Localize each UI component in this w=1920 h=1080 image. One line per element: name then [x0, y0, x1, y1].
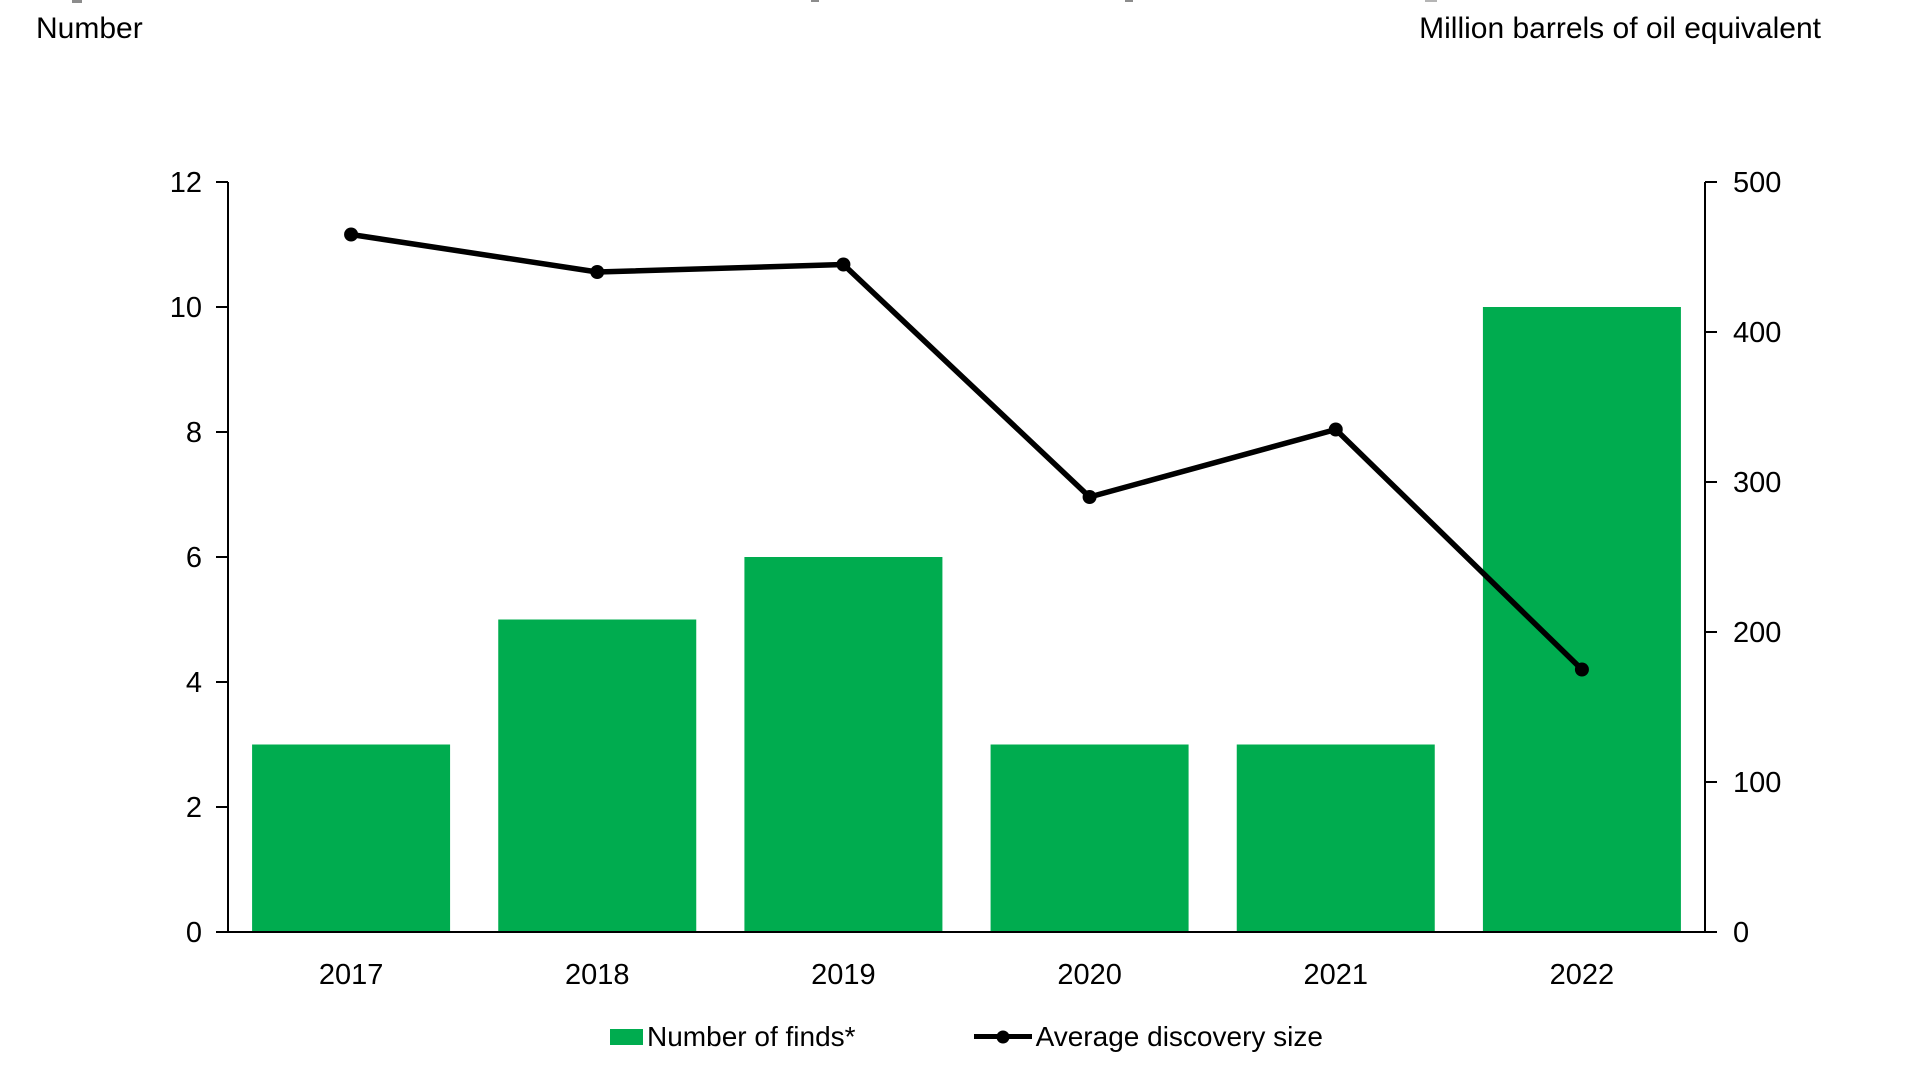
- clipped-title-fragment: [811, 0, 819, 2]
- left-axis-tick-label: 6: [186, 542, 202, 574]
- line-marker-2019: [836, 257, 851, 272]
- clipped-title-fragment: [1125, 0, 1133, 2]
- x-axis-label-2020: 2020: [1057, 959, 1122, 991]
- right-axis-unit-label: Million barrels of oil equivalent: [1419, 12, 1821, 45]
- clipped-title-fragment: [1425, 0, 1437, 2]
- bar-2020: [990, 744, 1189, 932]
- right-axis-tick-label: 500: [1733, 167, 1781, 199]
- left-axis-tick-label: 8: [186, 417, 202, 449]
- right-axis-tick-label: 400: [1733, 317, 1781, 349]
- bar-2021: [1236, 744, 1435, 932]
- x-axis-label-2019: 2019: [811, 959, 876, 991]
- left-axis-unit-label: Number: [36, 12, 143, 45]
- right-axis-tick-label: 300: [1733, 467, 1781, 499]
- left-axis-tick-label: 10: [170, 292, 202, 324]
- average-discovery-size-line: [348, 231, 1585, 673]
- bar-2017: [252, 744, 451, 932]
- line-series-swatch: [973, 1030, 1032, 1044]
- x-axis-label-2021: 2021: [1303, 959, 1368, 991]
- line-marker-2021: [1328, 422, 1343, 437]
- bar-2022: [1482, 307, 1681, 932]
- right-axis-tick-label: 200: [1733, 617, 1781, 649]
- chart-legend: Number of finds* Average discovery size: [228, 1022, 1705, 1052]
- left-axis-tick-label: 4: [186, 667, 202, 699]
- clipped-title-fragment: [72, 0, 82, 3]
- line-marker-2018: [590, 265, 605, 279]
- right-axis-tick-label: 0: [1733, 917, 1749, 949]
- legend-label-average-discovery-size: Average discovery size: [1035, 1021, 1323, 1052]
- bar-series-swatch: [610, 1029, 644, 1045]
- line-marker-2017: [344, 227, 359, 242]
- bar-2018: [498, 619, 697, 932]
- x-axis-label-2018: 2018: [565, 959, 630, 991]
- bar-2019: [744, 557, 943, 932]
- line-swatch-marker-icon: [996, 1030, 1010, 1044]
- left-axis-tick-label: 0: [186, 917, 202, 949]
- left-axis-tick-label: 12: [170, 167, 202, 199]
- right-axis-tick-label: 100: [1733, 767, 1781, 799]
- legend-item-average-discovery-size: Average discovery size: [973, 1021, 1323, 1052]
- legend-label-number-of-finds: Number of finds*: [647, 1021, 856, 1052]
- line-marker-2022: [1574, 662, 1589, 677]
- x-axis-label-2022: 2022: [1550, 959, 1615, 991]
- left-axis-tick-label: 2: [186, 792, 202, 824]
- legend-item-number-of-finds: Number of finds*: [610, 1022, 856, 1052]
- line-marker-2020: [1082, 490, 1097, 504]
- x-axis-label-2017: 2017: [319, 959, 384, 991]
